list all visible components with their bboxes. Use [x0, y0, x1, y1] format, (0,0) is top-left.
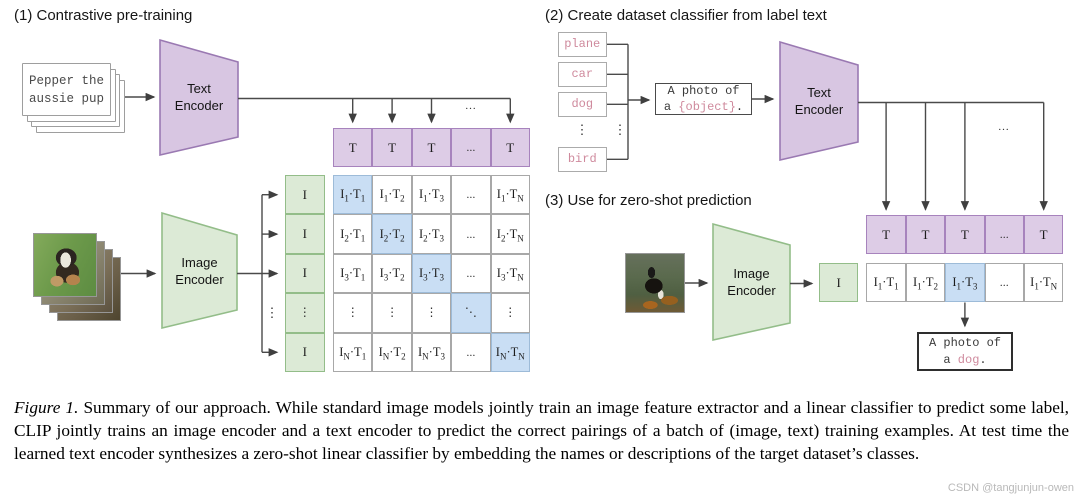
- sim-cell-4-4: IN · TN: [490, 332, 530, 372]
- query-dog-photo: [625, 253, 685, 313]
- sim-cell-p3-2: I1 · T3: [945, 263, 985, 302]
- i-cell-2: I: [284, 253, 325, 294]
- caption-body: Summary of our approach. While standard …: [14, 398, 1069, 463]
- image-encoder-label-p3: Image Encoder: [727, 266, 776, 298]
- sim-cell-4-0: IN · T1: [333, 332, 373, 372]
- sim-cell-p3-1: I1 · T2: [905, 263, 946, 302]
- puppy-photo: [33, 233, 97, 297]
- t-cell-p2-3: ...: [984, 215, 1024, 254]
- watermark: CSDN @tangjunjun-owen: [947, 482, 1074, 494]
- similarity-matrix: I1 · T1 I1 · T2 I1 · T3... I1 · TN I2 · T1 I2 · T2 I2 · T3..…: [333, 175, 530, 372]
- panel3-title: (3) Use for zero-shot prediction: [545, 192, 752, 209]
- prediction-box: A photo of a dog.: [917, 332, 1013, 371]
- sim-cell-0-4: I1 · TN: [490, 175, 530, 215]
- sim-cell-0-0: I1 · T1: [333, 175, 373, 215]
- sim-cell-p3-3: ...: [984, 263, 1024, 302]
- label-box-car: car: [558, 61, 607, 87]
- t-cell-p2-0: T: [866, 215, 906, 254]
- panel1-title: (1) Contrastive pre-training: [14, 7, 193, 24]
- prediction-line1: A photo of: [928, 336, 1001, 351]
- label-box-bird: bird: [558, 146, 607, 172]
- figure-label: Figure 1.: [14, 398, 79, 417]
- figure-caption: Figure 1. Summary of our approach. While…: [14, 397, 1069, 465]
- text-embedding-row-p1: T T T... T: [333, 128, 530, 167]
- sim-cell-0-1: I1 · T2: [372, 175, 412, 215]
- i-cell-4: I: [284, 332, 325, 372]
- t-cell-p2-2: T: [945, 215, 985, 254]
- sim-cell-4-2: IN · T3: [411, 332, 452, 372]
- image-encoder-label-p1: Image Encoder: [175, 255, 224, 287]
- i-cell-1: I: [284, 214, 325, 254]
- sim-cell-2-1: I3 · T2: [372, 253, 412, 294]
- sim-cell-3-2: ⋮: [411, 293, 452, 333]
- prediction-line2: a dog.: [943, 352, 987, 367]
- similarity-row-p3: I1 · T1 I1 · T2 I1 · T3... I1 · TN: [866, 263, 1064, 302]
- t-cell-p1-1: T: [372, 128, 412, 167]
- sim-cell-4-3: ...: [451, 332, 491, 372]
- text-card-content: Pepper the aussie pup: [28, 74, 104, 107]
- i1-cell-p3: I: [819, 263, 859, 302]
- branch-vdots-p1: ⋮: [265, 305, 279, 320]
- sim-cell-3-0: ⋮: [333, 293, 373, 333]
- image-embedding-cell-p3: I: [819, 263, 859, 302]
- sim-cell-3-1: ⋮: [372, 293, 412, 333]
- trunk-ellipsis-p2: ...: [998, 121, 1010, 133]
- sim-cell-1-3: ...: [451, 214, 491, 254]
- prompt-object-slot: {object}: [678, 100, 736, 114]
- i-cell-0: I: [284, 175, 325, 215]
- image-embedding-column: I I I ⋮ I: [284, 175, 325, 372]
- i-cell-3: ⋮: [284, 293, 325, 333]
- text-encoder-label-p2: Text Encoder: [794, 85, 844, 117]
- sim-cell-1-1: I2 · T2: [372, 214, 412, 254]
- trunk-ellipsis-p1: ...: [465, 100, 477, 112]
- text-embedding-row-p2: T T T... T: [866, 215, 1064, 254]
- prompt-line1: A photo of: [667, 83, 740, 98]
- label-vdots-left: ⋮: [575, 122, 589, 137]
- sim-cell-2-0: I3 · T1: [333, 253, 373, 294]
- t-cell-p1-0: T: [333, 128, 373, 167]
- sim-cell-0-3: ...: [451, 175, 491, 215]
- sim-cell-1-0: I2 · T1: [333, 214, 373, 254]
- text-card-front: Pepper the aussie pup: [22, 63, 111, 116]
- label-box-dog: dog: [558, 91, 607, 117]
- sim-cell-4-1: IN · T2: [372, 332, 412, 372]
- sim-cell-3-3: ⋱: [451, 293, 491, 333]
- t-cell-p1-4: T: [490, 128, 530, 167]
- sim-cell-2-4: I3 · TN: [490, 253, 530, 294]
- sim-cell-1-4: I2 · TN: [490, 214, 530, 254]
- sim-cell-p3-4: I1 · TN: [1023, 263, 1064, 302]
- sim-cell-2-2: I3 · T3: [411, 253, 452, 294]
- prompt-line2: a {object}.: [663, 100, 744, 114]
- sim-cell-2-3: ...: [451, 253, 491, 294]
- t-cell-p2-1: T: [905, 215, 946, 254]
- sim-cell-3-4: ⋮: [490, 293, 530, 333]
- sim-cell-p3-0: I1 · T1: [866, 263, 906, 302]
- label-vdots-right: ⋮: [613, 122, 627, 137]
- text-encoder-label-p1: Text Encoder: [174, 81, 224, 113]
- sim-cell-1-2: I2 · T3: [411, 214, 452, 254]
- label-box-plane: plane: [558, 31, 607, 57]
- t-cell-p1-2: T: [411, 128, 452, 167]
- prompt-template-box: A photo of a {object}.: [655, 83, 752, 115]
- sim-cell-0-2: I1 · T3: [411, 175, 452, 215]
- predicted-class: dog: [957, 352, 980, 367]
- t-cell-p2-4: T: [1023, 215, 1064, 254]
- panel2-title: (2) Create dataset classifier from label…: [545, 7, 827, 24]
- t-cell-p1-3: ...: [451, 128, 491, 167]
